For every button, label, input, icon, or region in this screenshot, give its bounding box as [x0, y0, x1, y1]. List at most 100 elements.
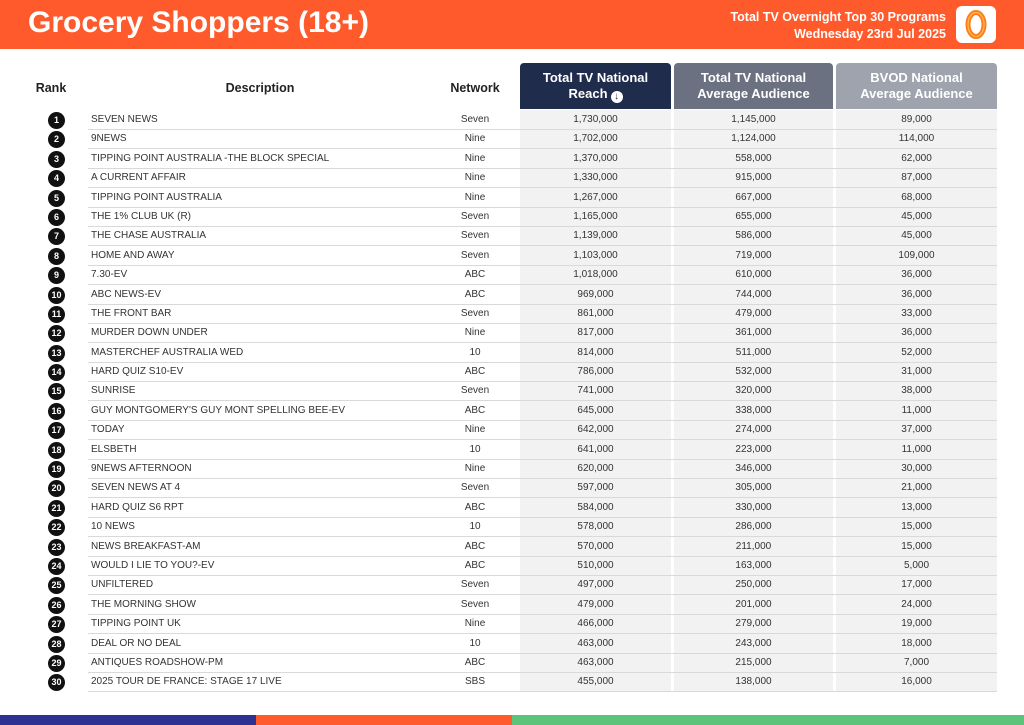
report-date: Wednesday 23rd Jul 2025 [794, 27, 946, 41]
program-description: THE CHASE AUSTRALIA [91, 230, 207, 242]
rank-badge: 10 [48, 286, 65, 304]
average-audience-cell: 1,124,000 [731, 133, 776, 145]
average-audience-cell: 511,000 [735, 346, 772, 358]
table-row[interactable]: 24 WOULD I LIE TO YOU?-EV ABC 510,000 163,00… [0, 556, 1024, 576]
network-cell: Seven [460, 249, 490, 261]
network-cell: Nine [464, 172, 486, 184]
rank-badge: 3 [48, 150, 65, 168]
row-divider [88, 245, 997, 247]
rank-badge: 25 [48, 577, 65, 595]
program-description: HARD QUIZ S10-EV [91, 366, 184, 378]
network-cell: Nine [464, 191, 486, 203]
bvod-column-header[interactable]: BVOD National Average Audience [836, 63, 997, 109]
table-row[interactable]: 3 TIPPING POINT AUSTRALIA -THE BLOCK SPEC… [0, 149, 1024, 169]
reach-cell: 463,000 [577, 656, 614, 668]
row-divider [88, 594, 997, 596]
table-row[interactable]: 11 THE FRONT BAR Seven 861,000 479,000 33,000 [0, 304, 1024, 324]
program-description: WOULD I LIE TO YOU?-EV [91, 559, 215, 571]
bvod-cell: 5,000 [903, 559, 930, 571]
table-row[interactable]: 15 SUNRISE Seven 741,000 320,000 38,000 [0, 381, 1024, 402]
row-divider [88, 458, 997, 460]
network-column-header: Network [450, 81, 500, 95]
description-column-header: Description [225, 81, 295, 95]
row-divider [88, 381, 997, 383]
rank-badge: 14 [48, 364, 65, 382]
table-row[interactable]: 8 HOME AND AWAY Seven 1,103,000 719,000 109,0… [0, 246, 1024, 266]
table-row[interactable]: 4 A CURRENT AFFAIR Nine 1,330,000 915,000 87,… [0, 168, 1024, 189]
table-row[interactable]: 22 10 NEWS 10 578,000 286,000 15,000 [0, 517, 1024, 538]
network-cell: Nine [464, 327, 486, 339]
average-audience-column-header[interactable]: Total TV National Average Audience [674, 63, 833, 109]
reach-header-line1: Total TV National [542, 69, 649, 85]
program-description: SUNRISE [91, 385, 136, 397]
table-row[interactable]: 28 DEAL OR NO DEAL 10 463,000 243,000 18,000 [0, 634, 1024, 654]
row-divider [88, 284, 997, 286]
table-row[interactable]: 5 TIPPING POINT AUSTRALIA Nine 1,267,000 667… [0, 188, 1024, 208]
reach-column-header[interactable]: Total TV National Reach ↓ [520, 63, 671, 109]
table-row[interactable]: 25 UNFILTERED Seven 497,000 250,000 17,000 [0, 575, 1024, 596]
bvod-cell: 13,000 [901, 501, 932, 513]
row-divider [88, 691, 997, 693]
program-description: TIPPING POINT UK [91, 618, 181, 630]
average-audience-cell: 305,000 [735, 482, 772, 494]
reach-cell: 641,000 [577, 443, 614, 455]
program-description: THE 1% CLUB UK (R) [91, 210, 192, 222]
network-cell: ABC [464, 288, 486, 300]
average-audience-cell: 274,000 [735, 424, 772, 436]
table-row[interactable]: 18 ELSBETH 10 641,000 223,000 11,000 [0, 440, 1024, 460]
table-row[interactable]: 20 SEVEN NEWS AT 4 Seven 597,000 305,000 21,0… [0, 478, 1024, 499]
bvod-cell: 68,000 [901, 191, 932, 203]
average-audience-cell: 586,000 [735, 230, 772, 242]
network-cell: Seven [460, 385, 490, 397]
table-row[interactable]: 16 GUY MONTGOMERY'S GUY MONT SPELLING BEE… [0, 401, 1024, 421]
network-cell: Seven [460, 579, 490, 591]
network-cell: Nine [464, 133, 486, 145]
footer-bar-green [512, 715, 1024, 725]
bvod-cell: 15,000 [901, 540, 932, 552]
row-divider [88, 516, 997, 518]
average-audience-cell: 479,000 [735, 307, 772, 319]
table-row[interactable]: 2 9NEWS Nine 1,702,000 1,124,000 114,000 [0, 129, 1024, 150]
bvod-cell: 18,000 [901, 637, 932, 649]
table-row[interactable]: 17 TODAY Nine 642,000 274,000 37,000 [0, 420, 1024, 441]
bvod-cell: 11,000 [901, 443, 932, 455]
row-divider [88, 439, 997, 441]
rank-badge: 23 [48, 538, 65, 556]
table-row[interactable]: 27 TIPPING POINT UK Nine 466,000 279,000 19,0… [0, 614, 1024, 635]
program-description: UNFILTERED [91, 579, 154, 591]
bvod-cell: 36,000 [901, 327, 932, 339]
program-description: DEAL OR NO DEAL [91, 637, 182, 649]
reach-cell: 510,000 [577, 559, 614, 571]
row-divider [88, 264, 997, 266]
program-description: SEVEN NEWS [91, 114, 158, 125]
table-row[interactable]: 14 HARD QUIZ S10-EV ABC 786,000 532,000 31,00… [0, 362, 1024, 383]
average-audience-cell: 279,000 [735, 618, 772, 630]
table-row[interactable]: 7 THE CHASE AUSTRALIA Seven 1,139,000 586,00… [0, 226, 1024, 247]
table-row[interactable]: 29 ANTIQUES ROADSHOW-PM ABC 463,000 215,000 7… [0, 653, 1024, 673]
table-row[interactable]: 12 MURDER DOWN UNDER Nine 817,000 361,000 36,… [0, 323, 1024, 344]
bvod-cell: 62,000 [901, 152, 932, 164]
table-row[interactable]: 13 MASTERCHEF AUSTRALIA WED 10 814,000 511,0… [0, 343, 1024, 363]
table-row[interactable]: 23 NEWS BREAKFAST-AM ABC 570,000 211,000 15,0… [0, 537, 1024, 557]
page-title: Grocery Shoppers (18+) [28, 6, 369, 39]
bvod-cell: 30,000 [901, 463, 932, 475]
table-row[interactable]: 26 THE MORNING SHOW Seven 479,000 201,000 24,… [0, 595, 1024, 615]
network-cell: Seven [460, 230, 490, 242]
table-row[interactable]: 10 ABC NEWS-EV ABC 969,000 744,000 36,000 [0, 285, 1024, 305]
bvod-cell: 15,000 [901, 521, 932, 533]
table-row[interactable]: 19 9NEWS AFTERNOON Nine 620,000 346,000 30,00… [0, 459, 1024, 480]
rank-badge: 26 [48, 596, 65, 614]
average-audience-cell: 330,000 [735, 501, 772, 513]
bvod-header-line2: Average Audience [860, 86, 973, 101]
reach-cell: 597,000 [577, 482, 614, 494]
sort-down-icon[interactable]: ↓ [610, 90, 623, 103]
table-row[interactable]: 21 HARD QUIZ S6 RPT ABC 584,000 330,000 13,00… [0, 498, 1024, 518]
table-row[interactable]: 30 2025 TOUR DE FRANCE: STAGE 17 LIVE SBS 4… [0, 672, 1024, 693]
bvod-cell: 37,000 [901, 424, 932, 436]
reach-cell: 817,000 [577, 327, 614, 339]
average-audience-cell: 338,000 [735, 404, 772, 416]
table-row[interactable]: 6 THE 1% CLUB UK (R) Seven 1,165,000 655,000… [0, 207, 1024, 227]
row-divider [88, 303, 997, 305]
table-row[interactable]: 1 SEVEN NEWS Seven 1,730,000 1,145,000 89,000 [0, 110, 1024, 130]
table-row[interactable]: 9 7.30-EV ABC 1,018,000 610,000 36,000 [0, 265, 1024, 286]
